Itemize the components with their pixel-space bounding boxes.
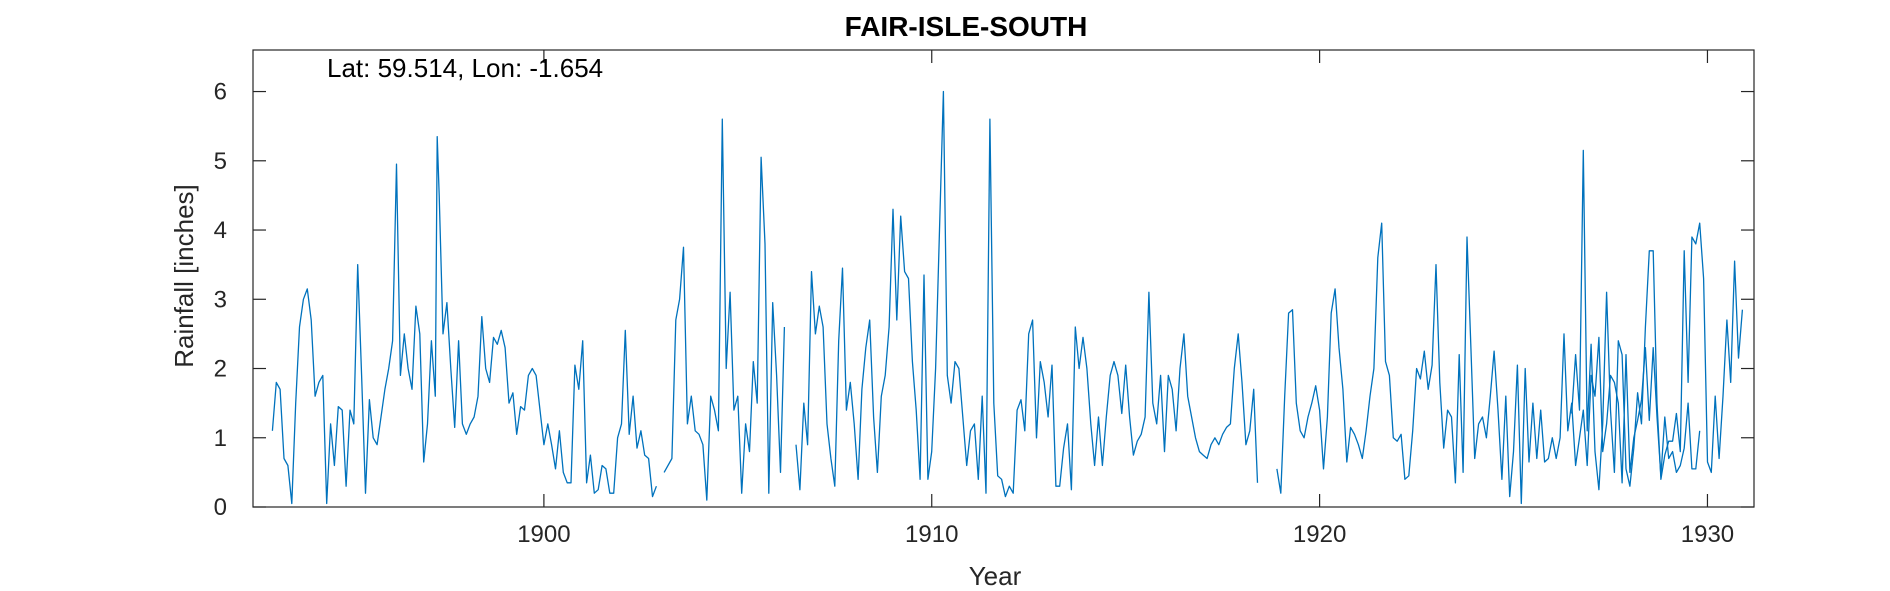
plot-area <box>253 50 1754 507</box>
series-line-segment-5 <box>1571 149 1744 491</box>
axes-box <box>252 49 1755 508</box>
y-tick-label-6: 6 <box>214 79 227 106</box>
plot-background <box>253 50 1754 507</box>
y-tick-label-0: 0 <box>214 494 227 521</box>
series-line-segment-3 <box>795 90 1259 498</box>
x-tick-label-1920: 1920 <box>1293 521 1346 548</box>
line-layer <box>271 90 1744 505</box>
x-tick-label-1910: 1910 <box>905 521 958 548</box>
series-line-segment-2 <box>663 118 786 501</box>
y-tick-label-5: 5 <box>214 148 227 175</box>
x-tick-label-1930: 1930 <box>1681 521 1734 548</box>
chart-title: FAIR-ISLE-SOUTH <box>845 11 1088 42</box>
x-tick-label-1900: 1900 <box>517 521 570 548</box>
series-line-segment-1 <box>271 135 658 505</box>
axes-layer: 1900 1910 1920 1930 0 1 2 3 4 5 6 <box>214 49 1755 548</box>
y-tick-label-4: 4 <box>214 217 227 244</box>
series-line-segment-4 <box>1276 222 1701 505</box>
y-tick-label-2: 2 <box>214 356 227 383</box>
y-axis-label: Rainfall [inches] <box>169 184 199 368</box>
location-annotation: Lat: 59.514, Lon: -1.654 <box>327 53 603 83</box>
y-tick-label-3: 3 <box>214 286 227 313</box>
x-axis-label: Year <box>969 561 1022 591</box>
y-tick-label-1: 1 <box>214 425 227 452</box>
